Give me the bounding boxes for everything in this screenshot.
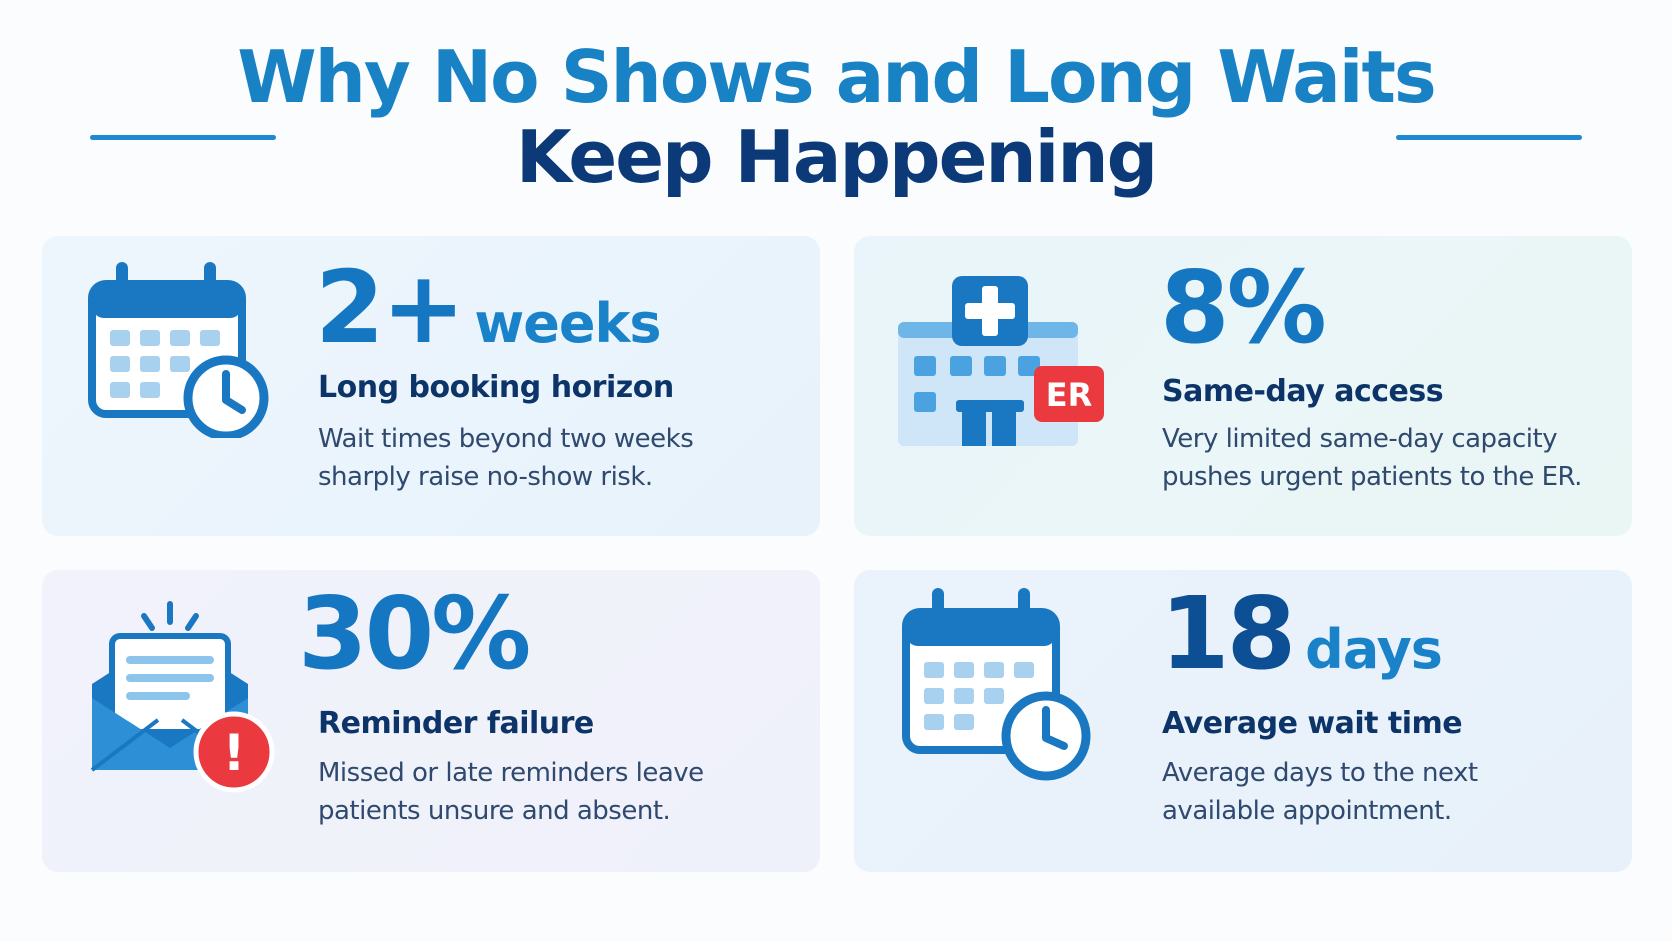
title-rule-right (1396, 135, 1582, 140)
card-desc-line-1: Missed or late reminders leave (318, 758, 704, 788)
stat-average-wait: 18 days (1160, 584, 1443, 700)
card-heading: Same-day access (1162, 374, 1444, 409)
card-heading: Reminder failure (318, 706, 594, 741)
card-desc-line-2: available appointment. (1162, 796, 1452, 826)
alert-label: ! (223, 724, 246, 782)
stat-unit: days (1305, 618, 1443, 681)
title-rule-left (90, 135, 276, 140)
hospital-er-icon: ER (892, 272, 1112, 452)
stat-booking-horizon: 2+ weeks (315, 258, 662, 374)
card-average-wait: 18 days Average wait time Average days to… (854, 570, 1632, 872)
stat-unit: weeks (474, 292, 661, 355)
card-reminder-failure: ! 30% Reminder failure Missed or late re… (42, 570, 820, 872)
card-heading: Average wait time (1162, 706, 1463, 741)
title-line-2: Keep Happening (515, 115, 1158, 199)
card-booking-horizon: 2+ weeks Long booking horizon Wait times … (42, 236, 820, 536)
card-desc-line-1: Wait times beyond two weeks (318, 424, 694, 454)
stat-number: 2+ (315, 249, 465, 366)
card-desc-line-1: Average days to the next (1162, 758, 1478, 788)
calendar-clock-icon (86, 258, 276, 438)
card-desc-line-2: sharply raise no-show risk. (318, 462, 653, 492)
stat-same-day-access: 8% (1160, 258, 1336, 374)
stat-reminder-failure: 30% (298, 584, 540, 700)
envelope-alert-icon: ! (86, 600, 286, 800)
stat-number: 30% (298, 575, 531, 692)
title-line-1: Why No Shows and Long Waits (237, 35, 1437, 119)
stat-number: 8% (1160, 249, 1327, 366)
card-desc-line-1: Very limited same-day capacity (1162, 424, 1558, 454)
card-same-day-access: ER 8% Same-day access Very limited same-… (854, 236, 1632, 536)
card-desc-line-2: patients unsure and absent. (318, 796, 671, 826)
calendar-clock-icon (900, 578, 1100, 788)
card-desc-line-2: pushes urgent patients to the ER. (1162, 462, 1582, 492)
er-label: ER (1046, 376, 1093, 414)
stat-number: 18 (1160, 575, 1296, 692)
card-heading: Long booking horizon (318, 370, 674, 405)
